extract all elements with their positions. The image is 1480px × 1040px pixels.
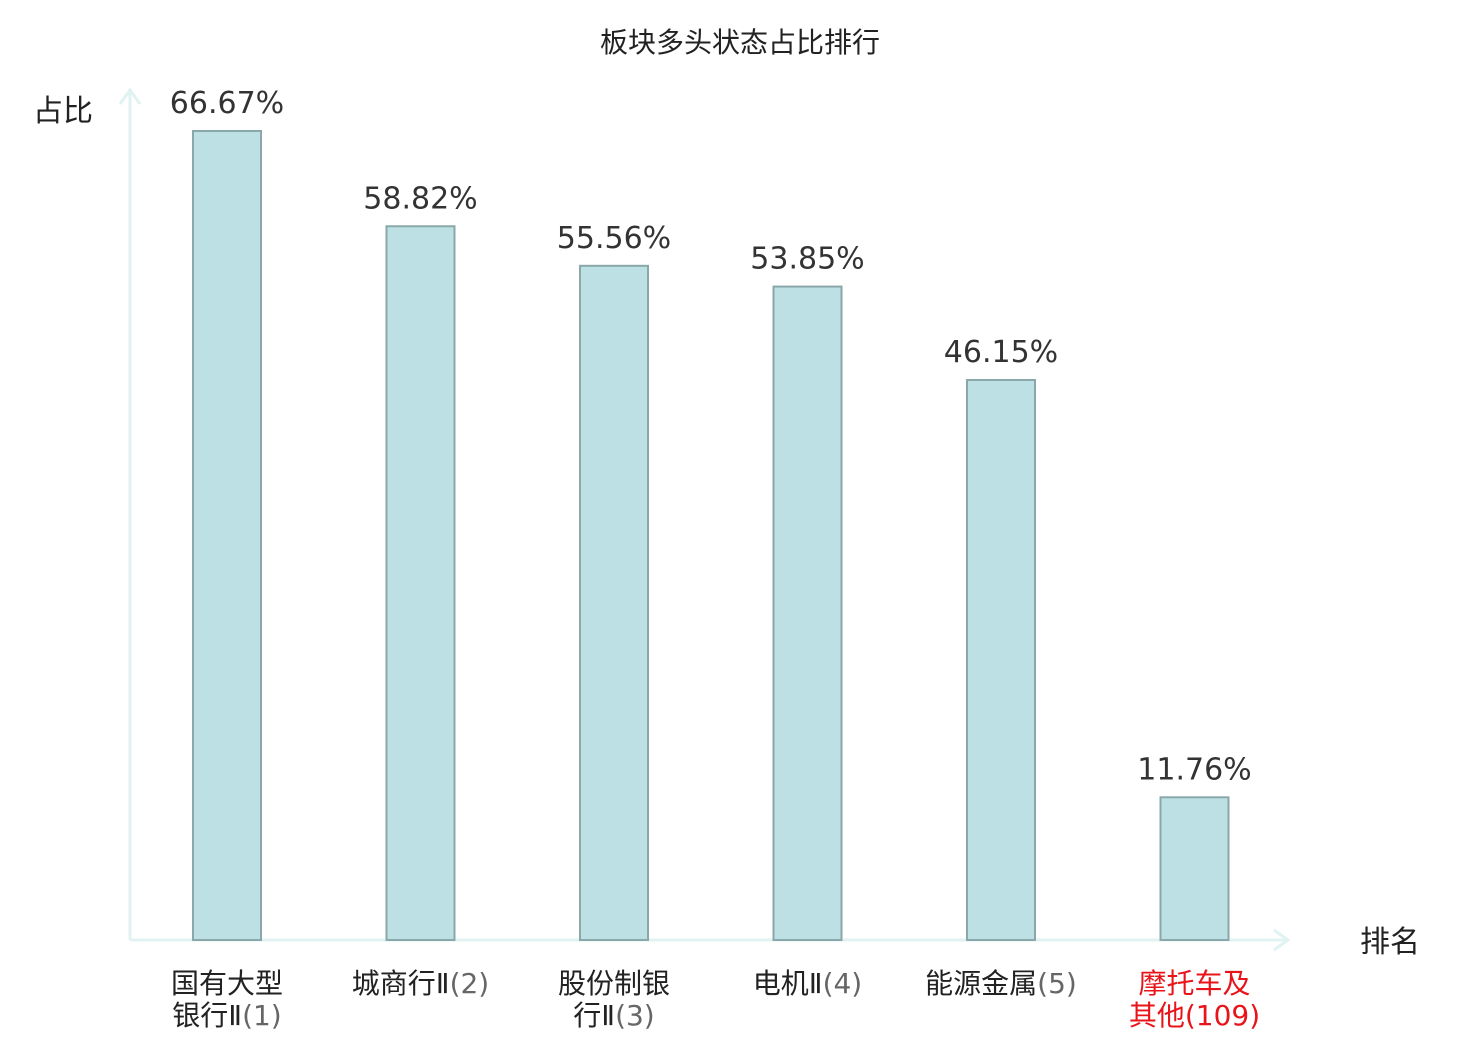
category-rank: (109) <box>1185 999 1260 1032</box>
value-label: 46.15% <box>944 335 1058 370</box>
category-name: 电机Ⅱ <box>753 967 823 1000</box>
value-label: 66.67% <box>170 86 284 121</box>
category-label: 股份制银 <box>558 967 670 1000</box>
y-axis-arrow-icon <box>118 87 142 105</box>
bar <box>966 378 1036 941</box>
category-name: 摩托车及 <box>1138 967 1250 1000</box>
category-name: 银行Ⅱ <box>172 999 242 1032</box>
bar <box>579 264 649 941</box>
category-name: 其他 <box>1129 999 1185 1032</box>
bar <box>1159 796 1230 942</box>
bar <box>192 130 262 941</box>
x-axis-arrow-icon <box>1273 928 1291 952</box>
axes <box>118 87 1291 952</box>
category-name: 行Ⅱ <box>573 999 615 1032</box>
category-rank: (3) <box>615 999 655 1032</box>
bar <box>385 225 456 941</box>
category-name: 城商行Ⅱ <box>352 967 450 1000</box>
category-label: 能源金属(5) <box>925 967 1077 1000</box>
category-name: 国有大型 <box>171 967 283 1000</box>
category-rank: (4) <box>823 967 863 1000</box>
bars-group <box>192 130 1230 942</box>
category-rank: (2) <box>450 967 490 1000</box>
value-label: 53.85% <box>750 242 864 277</box>
bar <box>772 285 843 941</box>
category-label: 国有大型 <box>171 967 283 1000</box>
y-axis-label: 占比 <box>33 94 93 129</box>
category-rank: (5) <box>1037 967 1077 1000</box>
category-label: 摩托车及 <box>1138 967 1250 1000</box>
value-label: 11.76% <box>1137 752 1251 787</box>
chart-title: 板块多头状态占比排行 <box>600 26 880 59</box>
category-label: 行Ⅱ(3) <box>573 999 654 1032</box>
x-axis-label: 排名 <box>1360 925 1420 960</box>
category-name: 股份制银 <box>558 967 670 1000</box>
value-labels-group: 66.67% 58.82% 55.56% 53.85% 46.15% 11.76% <box>170 86 1252 787</box>
category-label: 其他(109) <box>1129 999 1260 1032</box>
category-name: 能源金属 <box>925 967 1037 1000</box>
value-label: 58.82% <box>363 181 477 216</box>
category-rank: (1) <box>242 999 282 1032</box>
value-label: 55.56% <box>557 221 671 256</box>
category-label: 城商行Ⅱ(2) <box>352 967 489 1000</box>
category-label: 银行Ⅱ(1) <box>172 999 281 1032</box>
category-label: 电机Ⅱ(4) <box>753 967 862 1000</box>
